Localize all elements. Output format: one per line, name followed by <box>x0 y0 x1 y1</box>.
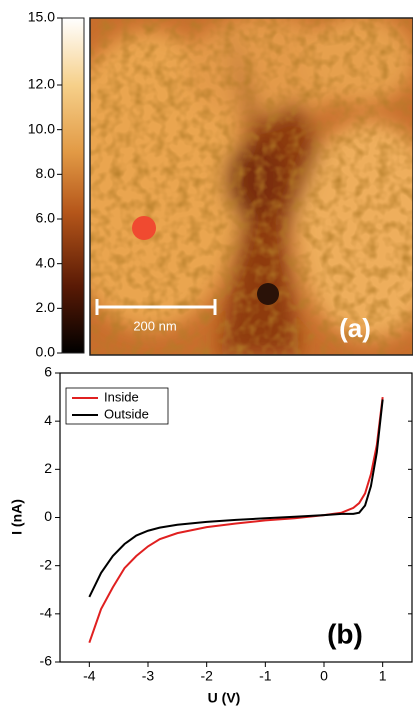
colorbar-tick-label: 2.0 <box>36 299 56 315</box>
colorbar-tick-label: 12.0 <box>28 76 55 92</box>
legend-label: Inside <box>104 389 139 404</box>
panel-label: (b) <box>327 618 363 649</box>
y-tick-label: -2 <box>40 556 53 572</box>
x-tick-label: 0 <box>320 668 328 684</box>
colorbar-tick-label: 15.0 <box>28 9 55 25</box>
colorbar <box>61 17 85 354</box>
colorbar-tick-label: 0.0 <box>36 344 56 360</box>
marker-outside <box>257 283 279 305</box>
y-tick-label: 0 <box>44 508 52 524</box>
scale-bar-label: 200 nm <box>133 318 176 333</box>
legend-label: Outside <box>104 406 149 421</box>
scale-bar <box>95 299 217 315</box>
y-tick-label: 2 <box>44 460 52 476</box>
legend-box <box>65 387 169 425</box>
colorbar-tick-label: 10.0 <box>28 120 55 136</box>
y-tick-label: -6 <box>40 653 53 669</box>
colorbar-tick-label: 4.0 <box>36 254 56 270</box>
colorbar-tick-label: 8.0 <box>36 165 56 181</box>
image-frame <box>89 17 413 356</box>
colorbar-tick-label: 6.0 <box>36 210 56 226</box>
panel-label: (a) <box>339 313 371 343</box>
data-line <box>88 399 384 598</box>
x-tick-label: -2 <box>200 668 213 684</box>
y-tick-label: 6 <box>44 364 52 380</box>
data-line <box>88 396 384 644</box>
afm-image <box>90 18 413 355</box>
y-axis-label: I (nA) <box>9 499 25 535</box>
x-tick-label: -4 <box>83 668 96 684</box>
x-tick-label: -3 <box>142 668 155 684</box>
y-tick-label: 4 <box>44 412 52 428</box>
x-tick-label: 1 <box>379 668 387 684</box>
y-tick-label: -4 <box>40 605 53 621</box>
marker-inside <box>132 216 156 240</box>
x-tick-label: -1 <box>259 668 272 684</box>
x-axis-label: U (V) <box>208 690 241 706</box>
